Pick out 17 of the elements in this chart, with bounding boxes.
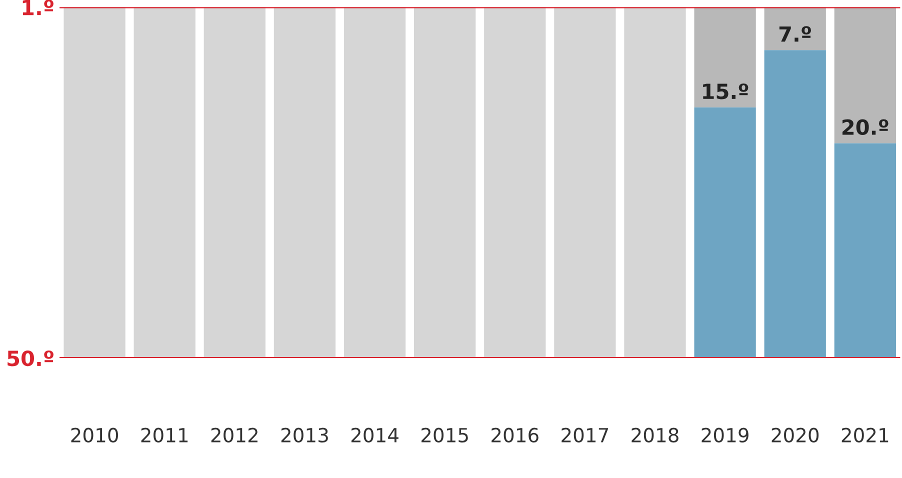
x-tick-label: 2020 (772, 428, 819, 443)
data-label: 7.º (779, 26, 812, 42)
x-tick-label: 2019 (702, 428, 748, 443)
x-tick-label: 2011 (141, 428, 188, 443)
y-tick-label: 50.º (8, 350, 54, 366)
x-tick-label: 2012 (211, 428, 258, 443)
x-tick-label: 2015 (422, 428, 468, 443)
x-tick-label: 2021 (842, 428, 888, 443)
data-label: 15.º (703, 83, 748, 100)
x-tick-label: 2014 (351, 428, 398, 443)
x-tick-label: 2018 (632, 428, 678, 443)
x-tick-label: 2010 (71, 428, 118, 443)
data-label: 20.º (842, 119, 888, 136)
x-tick-label: 2017 (562, 428, 608, 443)
y-tick-label: 1.º (22, 0, 54, 16)
x-tick-label: 2016 (492, 428, 538, 443)
x-tick-label: 2013 (281, 428, 328, 443)
